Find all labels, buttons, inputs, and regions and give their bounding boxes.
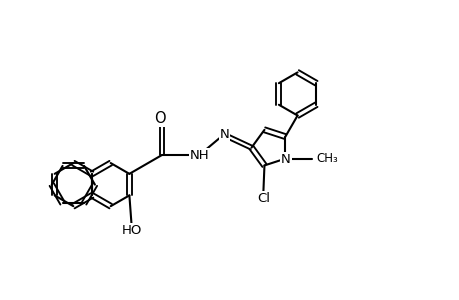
Text: HO: HO [121, 224, 141, 237]
Text: NH: NH [189, 149, 209, 162]
Text: CH₃: CH₃ [315, 152, 337, 165]
Text: O: O [153, 112, 165, 127]
Text: N: N [280, 153, 290, 166]
Text: N: N [219, 128, 229, 141]
Text: Cl: Cl [256, 192, 269, 205]
